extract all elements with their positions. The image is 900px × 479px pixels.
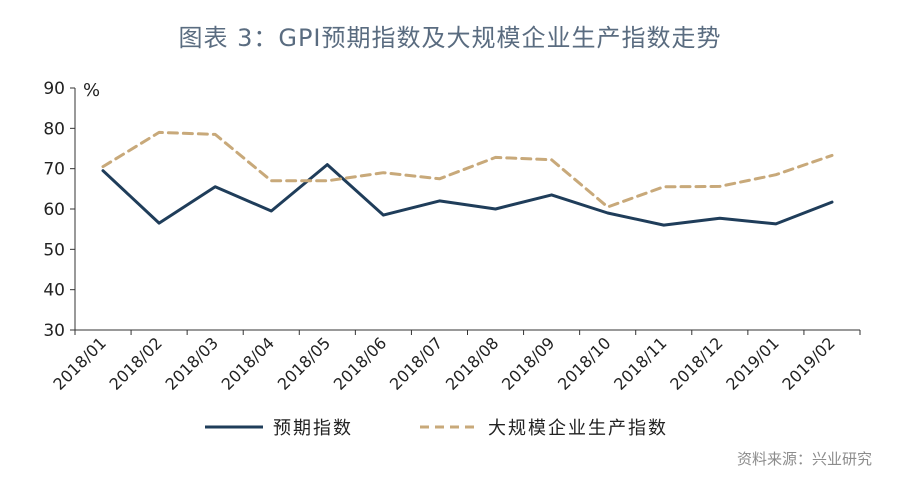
y-tick-label: 90 (43, 79, 65, 99)
y-tick-label: 60 (43, 200, 65, 220)
y-tick-label: 40 (43, 281, 65, 301)
legend-label-1: 预期指数 (273, 418, 353, 439)
x-tick-label: 2018/05 (274, 333, 334, 393)
x-tick-label: 2018/08 (442, 333, 502, 393)
x-tick-label: 2018/11 (610, 333, 670, 393)
chart-title: 图表 3：GPI预期指数及大规模企业生产指数走势 (178, 24, 722, 52)
x-tick-label: 2018/06 (330, 333, 390, 393)
y-tick-label: 30 (43, 321, 65, 341)
x-tick-label: 2018/07 (386, 333, 446, 393)
series-line-1 (101, 163, 834, 227)
y-tick-label: 80 (43, 119, 65, 139)
x-tick-label: 2019/02 (778, 333, 838, 393)
x-tick-label: 2018/02 (106, 333, 166, 393)
y-tick-label: 50 (43, 240, 65, 260)
x-tick-label: 2018/01 (49, 333, 109, 393)
series-line-2 (101, 130, 834, 209)
x-tick-label: 2018/09 (498, 333, 558, 393)
x-tick-label: 2019/01 (722, 333, 782, 393)
x-tick-label: 2018/12 (666, 333, 726, 393)
source-note: 资料来源：兴业研究 (736, 450, 872, 468)
x-tick-label: 2018/10 (554, 333, 614, 393)
x-tick-label: 2018/03 (162, 333, 222, 393)
y-unit-label: % (83, 80, 100, 101)
x-tick-label: 2018/04 (218, 333, 278, 393)
legend-label-2: 大规模企业生产指数 (488, 418, 668, 439)
y-tick-label: 70 (43, 160, 65, 180)
